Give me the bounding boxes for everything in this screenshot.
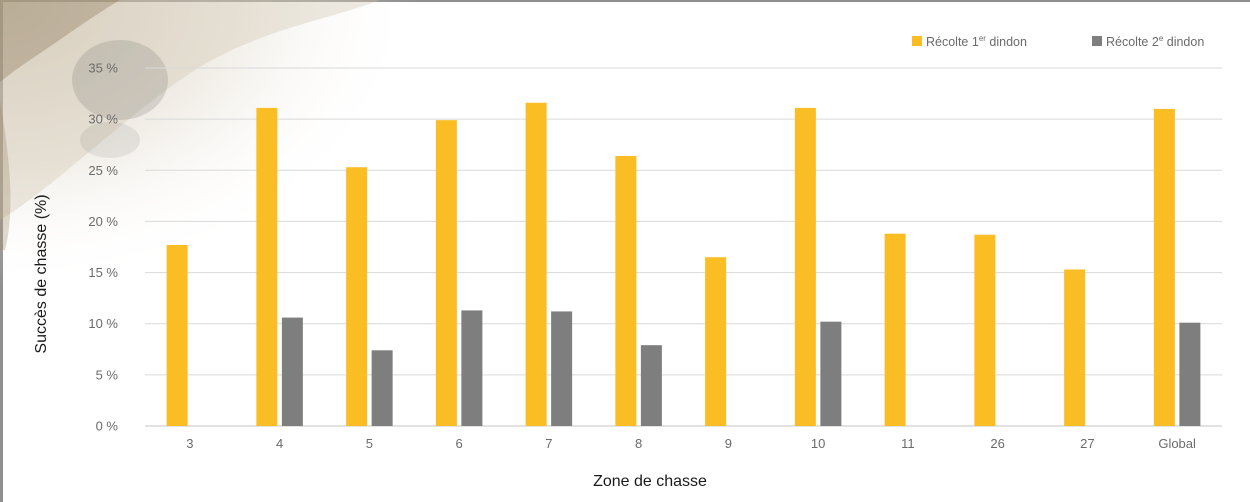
bar-series-1-8	[615, 155, 637, 427]
y-axis-ticks: 0 % 5 % 10 % 15 % 20 % 25 % 30 % 35 %	[88, 61, 118, 434]
bar-series-2-Global	[1179, 322, 1201, 426]
bar-series-2-4	[281, 317, 303, 426]
bar-series-1-4	[256, 107, 278, 427]
x-tick-label: 10	[811, 436, 825, 451]
y-tick-label: 0 %	[96, 419, 119, 434]
y-tick-label: 5 %	[96, 367, 119, 382]
y-tick-label: 25 %	[88, 163, 118, 178]
y-tick-label: 15 %	[88, 265, 118, 280]
legend-label-series-1: Récolte 1er dindon	[926, 34, 1027, 49]
x-tick-label: Global	[1158, 436, 1196, 451]
x-tick-label: 6	[456, 436, 463, 451]
legend-swatch-series-1	[912, 36, 922, 46]
bar-series-1-27	[1064, 269, 1086, 426]
x-tick-label: 26	[990, 436, 1004, 451]
x-tick-label: 3	[186, 436, 193, 451]
bars	[166, 102, 1201, 427]
y-tick-label: 10 %	[88, 316, 118, 331]
bar-series-1-6	[435, 120, 457, 426]
x-tick-label: 27	[1080, 436, 1094, 451]
bar-series-1-9	[705, 257, 727, 426]
x-tick-label: 11	[901, 436, 915, 451]
bar-series-1-7	[525, 102, 547, 426]
x-tick-label: 5	[366, 436, 373, 451]
gridlines	[145, 67, 1222, 427]
bar-series-1-26	[974, 234, 996, 426]
y-tick-label: 30 %	[88, 112, 118, 127]
bar-series-1-11	[884, 233, 906, 426]
x-tick-label: 9	[725, 436, 732, 451]
bar-series-1-3	[166, 244, 188, 426]
legend-swatch-series-2	[1092, 36, 1102, 46]
legend-label-series-2: Récolte 2e dindon	[1106, 34, 1204, 49]
bar-series-2-6	[461, 310, 483, 426]
bar-series-1-5	[346, 167, 368, 426]
bar-series-1-Global	[1153, 108, 1175, 427]
x-tick-label: 7	[545, 436, 552, 451]
bar-series-2-8	[640, 345, 662, 426]
bar-series-1-10	[794, 107, 816, 427]
x-tick-label: 4	[276, 436, 283, 451]
y-axis-title: Succès de chasse (%)	[33, 194, 50, 353]
x-tick-label: 8	[635, 436, 642, 451]
bar-series-2-10	[820, 321, 842, 426]
x-axis-title: Zone de chasse	[593, 473, 707, 490]
bar-series-2-7	[551, 311, 573, 426]
bar-series-2-5	[371, 350, 393, 426]
legend: Récolte 1er dindon Récolte 2e dindon	[912, 34, 1204, 49]
y-tick-label: 20 %	[88, 214, 118, 229]
y-tick-label: 35 %	[88, 61, 118, 76]
x-axis-ticks: 3 4 5 6 7 8 9 10 11 26 27 Global	[186, 436, 1196, 451]
